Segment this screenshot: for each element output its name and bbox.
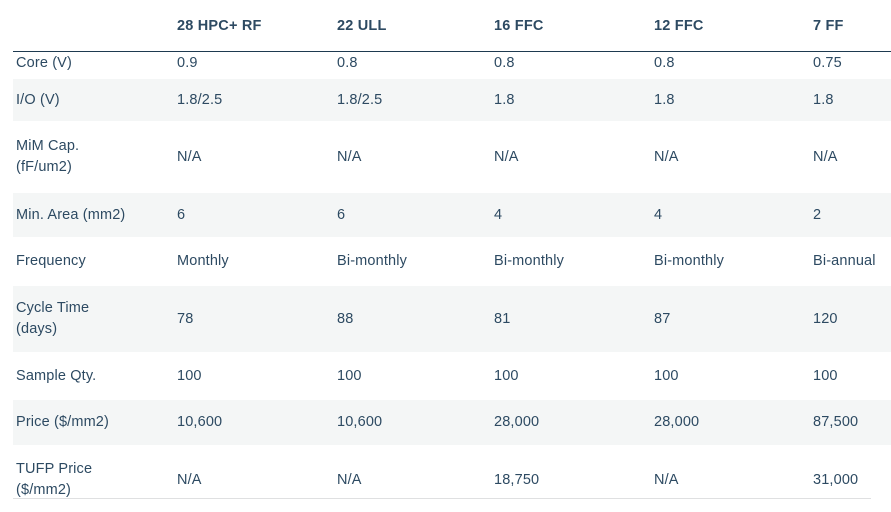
row-label: I/O (V) (16, 91, 60, 108)
row-label: TUFP Price ($/mm2) (16, 461, 93, 498)
row-label: Frequency (16, 253, 86, 269)
row-label: Min. Area (mm2) (16, 206, 126, 223)
cell-value: 10,600 (177, 414, 223, 430)
row-label: Price ($/mm2) (16, 414, 109, 430)
cell-value: N/A (654, 471, 679, 488)
cell-value: 100 (337, 367, 362, 384)
cell-value: Monthly (177, 253, 229, 269)
column-header: 28 HPC+ RF (177, 18, 262, 34)
cell-value: 0.9 (177, 55, 198, 71)
cell-value: 88 (337, 310, 354, 327)
cell-value: 6 (177, 206, 186, 223)
cell-value: 1.8 (494, 91, 515, 108)
cell-value: 6 (337, 206, 346, 223)
column-header: 7 FF (813, 18, 844, 34)
cell-value: 28,000 (494, 414, 540, 430)
cell-value: N/A (337, 471, 362, 488)
row-label: Sample Qty. (16, 367, 97, 384)
table-row: TUFP Price ($/mm2) N/A N/A 18,750 N/A 31,000 (13, 445, 891, 498)
table-row: Min. Area (mm2) 6 6 4 4 2 (13, 193, 891, 237)
cell-value: 0.8 (337, 55, 358, 71)
cell-value: 100 (177, 367, 202, 384)
cell-value: 1.8/2.5 (337, 91, 383, 108)
spec-comparison-table: 28 HPC+ RF 22 ULL 16 FFC 12 FFC 7 FF Core (V… (13, 0, 891, 499)
table-row: MiM Cap. (fF/um2) N/A N/A N/A N/A N/A (13, 121, 891, 193)
table-row: Cycle Time (days) 78 88 81 87 120 (13, 286, 891, 352)
cell-value: N/A (654, 148, 679, 165)
cell-value: 18,750 (494, 471, 540, 488)
cell-value: 4 (494, 206, 503, 223)
cell-value: 1.8/2.5 (177, 91, 223, 108)
row-label: Core (V) (16, 55, 72, 71)
cell-value: Bi-monthly (494, 253, 564, 269)
cell-value: N/A (494, 148, 519, 165)
column-header: 12 FFC (654, 18, 704, 34)
cell-value: 100 (813, 367, 838, 384)
cell-value: N/A (813, 148, 838, 165)
cell-value: 0.8 (494, 55, 515, 71)
cell-value: 2 (813, 206, 822, 223)
cell-value: 31,000 (813, 471, 859, 488)
cell-value: 120 (813, 310, 838, 327)
table-row: Frequency Monthly Bi-monthly Bi-monthly Bi-m… (13, 237, 891, 286)
cell-value: N/A (177, 148, 202, 165)
cell-value: Bi-annual (813, 253, 876, 269)
cell-value: 0.8 (654, 55, 675, 71)
cell-value: 1.8 (654, 91, 675, 108)
cell-value: N/A (177, 471, 202, 488)
row-label: Cycle Time (days) (16, 300, 90, 337)
cell-value: 100 (654, 367, 679, 384)
bottom-divider (13, 498, 871, 499)
cell-value: 81 (494, 310, 511, 327)
cell-value: 0.75 (813, 55, 842, 71)
table-row: I/O (V) 1.8/2.5 1.8/2.5 1.8 1.8 1.8 (13, 79, 891, 121)
cell-value: Bi-monthly (654, 253, 724, 269)
table-scroll-area[interactable]: Core (V) 0.9 0.8 0.8 0.8 0.75 I/O (V) 1.8/2.5 1.… (13, 52, 891, 498)
table-row: Sample Qty. 100 100 100 100 100 (13, 352, 891, 400)
cell-value: 87,500 (813, 414, 859, 430)
row-label: MiM Cap. (fF/um2) (16, 138, 80, 175)
cell-value: 78 (177, 310, 194, 327)
column-header: 22 ULL (337, 18, 387, 34)
cell-value: 100 (494, 367, 519, 384)
cell-value: 28,000 (654, 414, 700, 430)
cell-value: 87 (654, 310, 671, 327)
cell-value: 10,600 (337, 414, 383, 430)
cell-value: Bi-monthly (337, 253, 407, 269)
table-header-row: 28 HPC+ RF 22 ULL 16 FFC 12 FFC 7 FF (13, 0, 891, 52)
cell-value: 4 (654, 206, 663, 223)
column-header: 16 FFC (494, 18, 544, 34)
cell-value: N/A (337, 148, 362, 165)
header-empty-cell (13, 25, 177, 27)
cell-value: 1.8 (813, 91, 834, 108)
table-row: Core (V) 0.9 0.8 0.8 0.8 0.75 (13, 52, 891, 79)
table-row: Price ($/mm2) 10,600 10,600 28,000 28,000 87,… (13, 400, 891, 445)
